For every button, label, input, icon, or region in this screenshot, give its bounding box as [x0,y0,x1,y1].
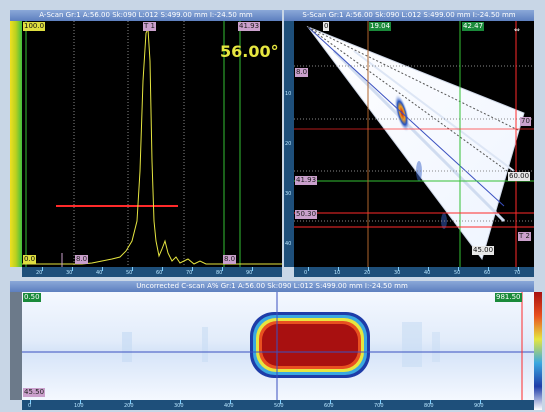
ascan-gate-right-value: 41.93 [238,22,261,31]
cscan-bottom-left-value: 45.50 [23,388,46,397]
ascan-tick: 60 [156,270,163,276]
sscan-right-value-3[interactable]: T 2 [518,232,531,241]
ascan-tick: 80 [216,270,223,276]
ascan-tick: 90 [246,270,253,276]
sscan-top-mid-value: 19.04 [369,22,392,31]
sscan-right-value-1: 70 [520,117,531,126]
sscan-tick: 20 [364,270,371,276]
sscan-vtick: 10 [285,91,292,97]
ascan-gate-label[interactable]: T 1 [143,22,156,31]
ascan-tick: 50 [126,270,133,276]
sscan-tick: 30 [394,270,401,276]
sscan-left-value-1: 8.0 [295,68,309,77]
sscan-tick: 60 [484,270,491,276]
sscan-tick: 50 [454,270,461,276]
cscan-tick: 600 [324,403,334,409]
sscan-tick: 0 [304,270,308,276]
sscan-right-value-2: 60.00 [508,172,531,181]
ascan-cursor-r-label[interactable]: 8.0 [223,255,237,264]
ascan-angle-readout: 56.00° [220,42,279,61]
sscan-vtick: 40 [285,241,292,247]
ascan-axis-ruler: 20 30 40 50 60 70 80 90 [22,267,282,277]
cscan-tick: 800 [424,403,434,409]
sscan-tick: 40 [424,270,431,276]
cscan-tick: 300 [174,403,184,409]
cscan-color-palette [534,292,542,410]
sscan-top-right-value: 42.47 [462,22,485,31]
sscan-bottom-value: 45.00 [472,246,495,255]
expand-icon[interactable]: ⇔ [514,26,520,34]
cscan-index-ruler [10,292,22,400]
cscan-axis-ruler: 0 100 200 300 400 500 600 700 800 900 [22,400,534,410]
ascan-cursor-b-label[interactable]: 8.0 [75,255,89,264]
ascan-amplitude-ruler [10,21,22,267]
cscan-tick: 400 [224,403,234,409]
ascan-plot [22,21,282,267]
sscan-tick: 10 [334,270,341,276]
sscan-display[interactable] [294,21,534,267]
cscan-top-left-value: 0.50 [23,293,41,302]
sscan-vtick: 30 [285,191,292,197]
ascan-tick: 70 [186,270,193,276]
cscan-tick: 700 [374,403,384,409]
cscan-tick: 900 [474,403,484,409]
sscan-tick: 70 [514,270,521,276]
sscan-title: S-Scan Gr:1 A:56.00 Sk:090 L:012 S:499.0… [284,10,534,21]
ascan-display[interactable] [22,21,282,267]
sscan-axis-ruler: 0 10 20 30 40 50 60 70 [294,267,534,277]
sscan-vtick: 20 [285,141,292,147]
cscan-tick: 500 [274,403,284,409]
cscan-tick: 0 [28,403,32,409]
sscan-depth-ruler: 10 20 30 40 [284,21,294,267]
sscan-left-value-3: 50.30 [295,210,318,219]
sscan-left-value-2: 41.93 [295,176,318,185]
cscan-display[interactable] [22,292,534,400]
sscan-top-left-label: 0 [323,22,330,31]
ascan-top-left-value: 100.0 [23,22,46,31]
sscan-plot [294,21,534,267]
ascan-title: A-Scan Gr:1 A:56.00 Sk:090 L:012 S:499.0… [10,10,282,21]
ascan-tick: 20 [36,270,43,276]
cscan-tick: 200 [124,403,134,409]
ascan-tick: 40 [96,270,103,276]
ascan-bottom-left-value: 0.0 [23,255,37,264]
ascan-tick: 30 [66,270,73,276]
cscan-top-right-value: 981.50 [495,293,522,302]
cscan-tick: 100 [74,403,84,409]
cscan-plot [22,292,534,400]
cscan-title: Uncorrected C-scan A% Gr:1 A:56.00 Sk:09… [10,281,534,292]
